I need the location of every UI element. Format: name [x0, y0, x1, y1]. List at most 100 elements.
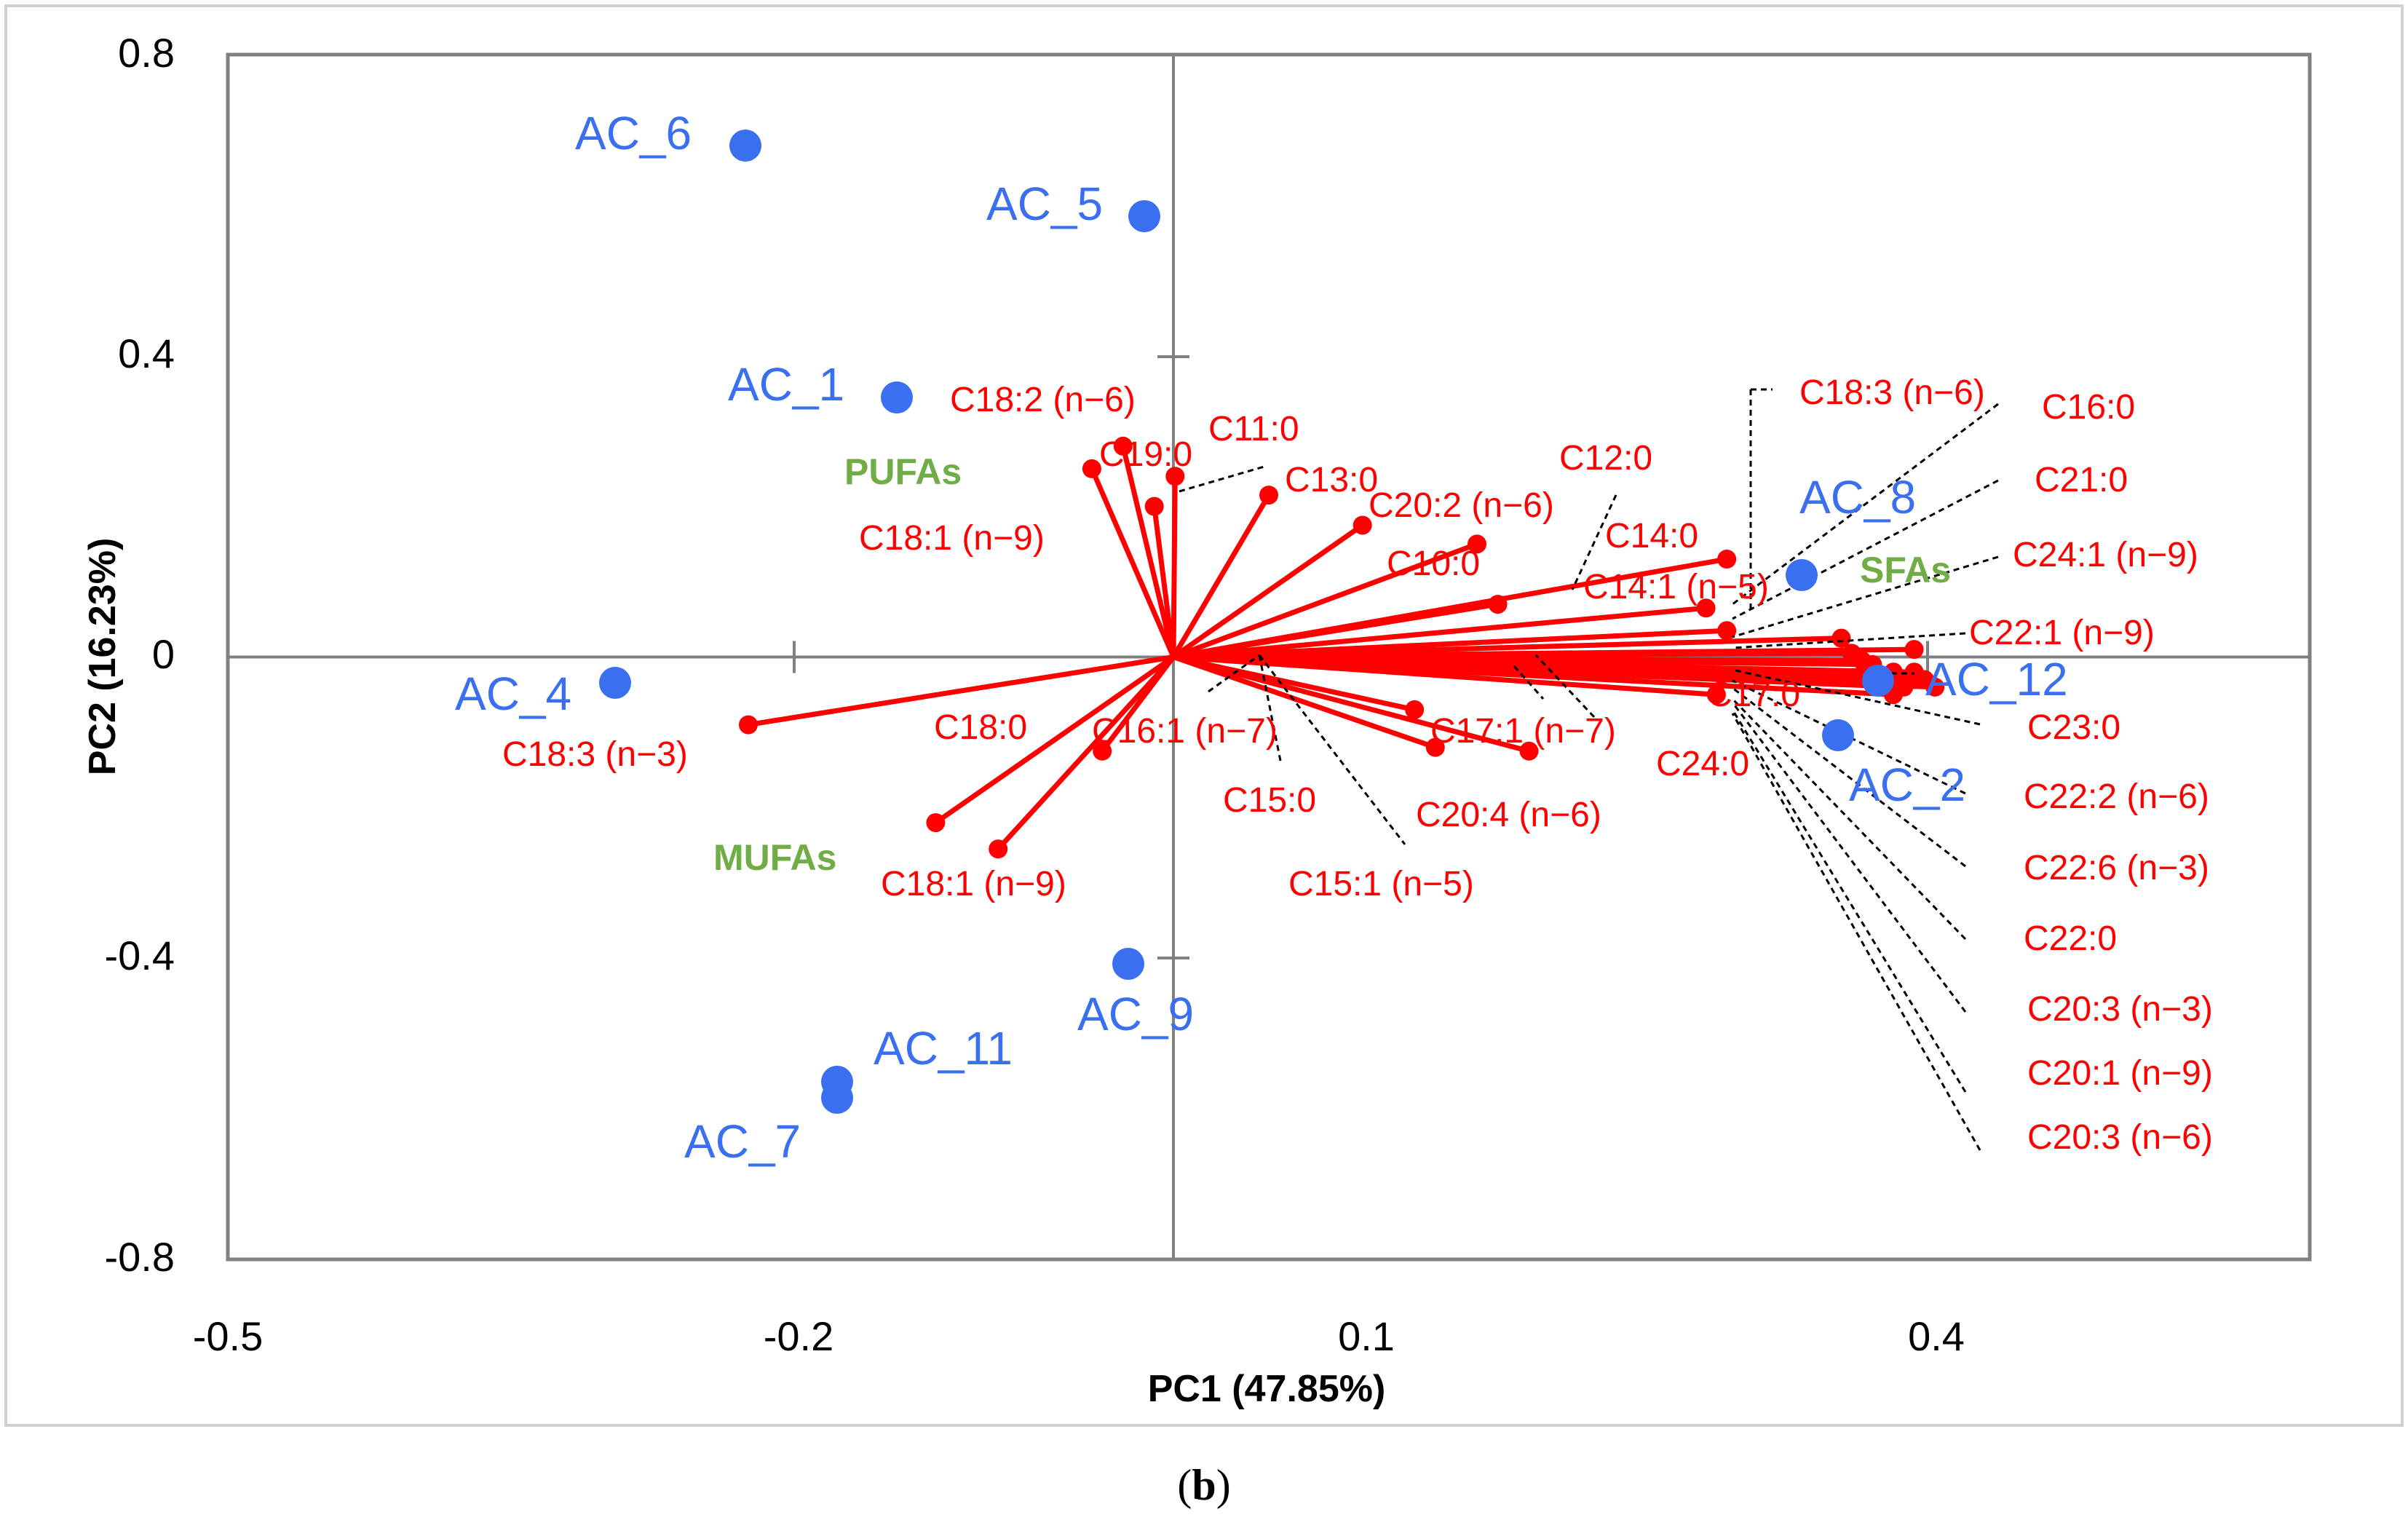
loading-vector [1171, 492, 1272, 660]
variable-label: C21:0 [2035, 461, 2128, 499]
loading-vector [1171, 541, 1480, 660]
y-tick-label: -0.8 [105, 1234, 175, 1280]
variable-label: C20:2 (n−6) [1369, 486, 1554, 525]
variable-label: C18:3 (n−6) [1799, 373, 1985, 412]
loading-endpoint [1519, 741, 1539, 761]
variable-label: C14:1 (n−5) [1583, 568, 1769, 606]
x-axis-title: PC1 (47.85%) [1148, 1368, 1386, 1410]
loading-endpoint [739, 715, 758, 735]
sample-label: AC_11 [874, 1022, 1013, 1074]
group-label: PUFAs [844, 451, 962, 492]
sample-point [821, 1082, 853, 1114]
variable-label: C24:1 (n−9) [2013, 536, 2198, 574]
sample-label: AC_2 [1849, 759, 1965, 811]
variable-label: C20:4 (n−6) [1416, 796, 1601, 834]
sample-point [1112, 948, 1144, 980]
loading-vector [1171, 522, 1366, 660]
sample-label: AC_5 [986, 178, 1103, 230]
leader-line [1179, 464, 1267, 493]
leader-line [1534, 654, 1596, 719]
group-label: SFAs [1860, 550, 1951, 590]
leader-line [1258, 654, 1283, 765]
leader-line [1732, 403, 1999, 606]
variable-label: C24:0 [1656, 745, 1749, 783]
leader-lines [1179, 388, 1999, 1151]
loading-endpoint [1425, 737, 1445, 757]
leader-line [1731, 697, 1967, 941]
loading-endpoint [1093, 741, 1112, 761]
variable-label: C18:1 (n−9) [859, 519, 1045, 558]
loading-vector [1171, 473, 1178, 660]
variable-label: C22:2 (n−6) [2024, 777, 2209, 816]
variable-label: C14:0 [1605, 517, 1698, 555]
variable-label: C17:1 (n−7) [1430, 712, 1616, 751]
loading-vector [1171, 654, 1438, 751]
sample-label: AC_12 [1925, 653, 2068, 705]
leader-line [1732, 632, 1966, 649]
sample-point [599, 667, 631, 699]
caption-close-paren: ) [1216, 1461, 1231, 1509]
loading-endpoint [989, 839, 1008, 859]
variable-label: C11:0 [1208, 410, 1299, 448]
loading-endpoint [1468, 534, 1486, 554]
x-tick-label: 0.1 [1338, 1313, 1395, 1359]
sample-label: AC_6 [575, 107, 692, 159]
sample-label: AC_8 [1799, 471, 1916, 523]
variable-label: C23:0 [2027, 708, 2120, 747]
loading-endpoint [1925, 677, 1945, 697]
loading-endpoint [1082, 459, 1101, 478]
x-tick-label: -0.5 [193, 1313, 264, 1359]
loading-vector [1152, 504, 1176, 660]
loading-endpoint [1405, 700, 1425, 719]
figure-border [4, 4, 2404, 1427]
sample-point [881, 381, 913, 413]
loading-endpoint [1717, 621, 1737, 641]
sample-points [599, 130, 1894, 1114]
loading-vector [1171, 654, 1417, 713]
loading-endpoint [1696, 598, 1716, 618]
variable-label: C22:0 [2024, 919, 2117, 958]
sample-point [729, 130, 761, 162]
leader-line [1513, 665, 1545, 700]
variable-label: C18:3 (n−3) [502, 735, 688, 774]
x-tick-label: -0.2 [764, 1313, 834, 1359]
sample-label: AC_1 [728, 358, 844, 411]
group-label: MUFAs [713, 837, 836, 878]
loading-endpoint [1706, 685, 1726, 705]
leader-line [1208, 654, 1260, 693]
variable-label: C12:0 [1559, 439, 1652, 478]
variable-label: C16:0 [2042, 388, 2135, 427]
leader-line [1571, 494, 1617, 590]
loading-endpoint [1352, 515, 1372, 535]
loading-endpoint [1165, 467, 1185, 486]
leader-line [1732, 479, 1999, 620]
variable-label: C16:1 (n−7) [1092, 712, 1278, 751]
variable-label: C20:1 (n−9) [2027, 1054, 2213, 1093]
loading-vector [1171, 605, 1709, 660]
sample-point [1822, 719, 1854, 751]
loading-vector [1089, 466, 1176, 660]
loading-vector [995, 654, 1176, 852]
variable-label: C17:0 [1707, 676, 1800, 714]
variable-label: C13:0 [1285, 461, 1378, 499]
variable-label: C15:0 [1223, 781, 1316, 820]
variable-label: C18:1 (n−9) [881, 865, 1066, 903]
x-tick-label: 0.4 [1908, 1313, 1965, 1359]
loading-vector [932, 654, 1176, 826]
variable-label: C18:2 (n−6) [950, 381, 1136, 419]
sample-point [1128, 200, 1160, 232]
loading-endpoint [1717, 550, 1737, 569]
loading-vector [1120, 443, 1176, 660]
variable-label: C22:1 (n−9) [1969, 614, 2155, 652]
y-tick-label: 0.8 [118, 30, 175, 76]
y-tick-label: -0.4 [105, 933, 175, 978]
sample-label: AC_4 [455, 668, 571, 720]
sample-point [1786, 559, 1818, 591]
sample-point [1862, 665, 1894, 697]
y-tick-label: 0 [152, 631, 175, 677]
loading-endpoint [1113, 436, 1133, 456]
loading-endpoint [1904, 640, 1924, 660]
variable-label: C20:3 (n−6) [2027, 1118, 2213, 1157]
loading-endpoint [926, 813, 946, 833]
